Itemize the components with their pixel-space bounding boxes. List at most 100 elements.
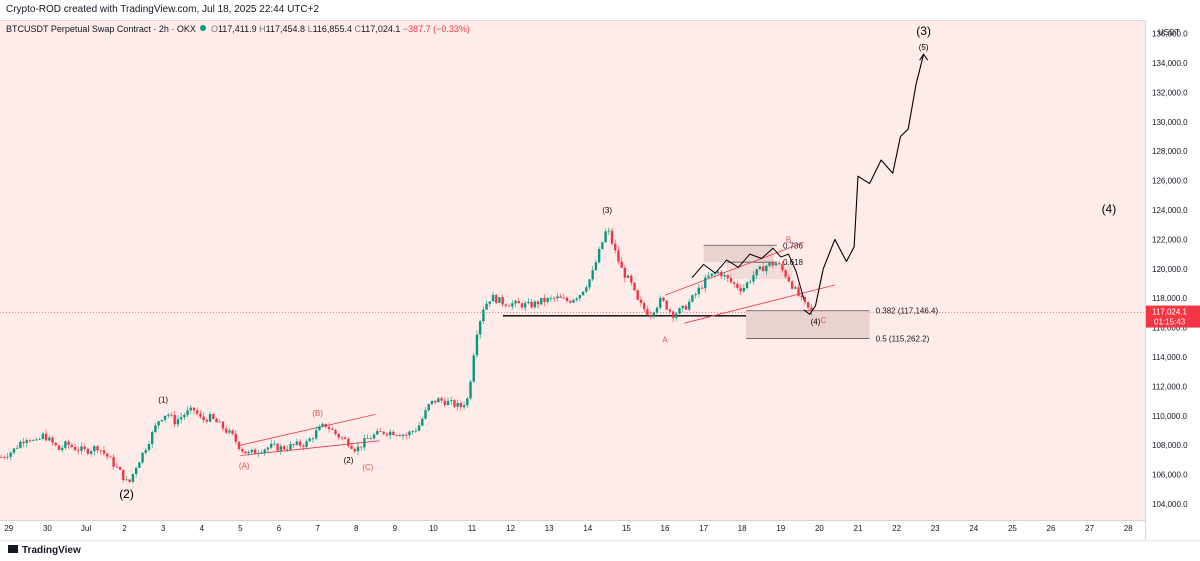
- candle-body: [388, 431, 392, 436]
- candle-body: [392, 431, 395, 435]
- candle-body: [765, 265, 768, 272]
- candle-body: [224, 428, 228, 433]
- chart-pane[interactable]: [0, 20, 1145, 541]
- candle-body: [469, 381, 472, 399]
- time-tick-label: 27: [1085, 524, 1094, 533]
- candle-body: [523, 303, 527, 308]
- time-tick-label: 22: [892, 524, 901, 533]
- candle-body: [736, 283, 739, 288]
- candle-body: [179, 417, 183, 420]
- time-axis[interactable]: [0, 520, 1145, 541]
- candle-body: [520, 303, 524, 308]
- wave-label: C: [820, 316, 826, 325]
- candle-body: [28, 440, 32, 441]
- candle-body: [630, 275, 633, 283]
- candle-body: [559, 296, 562, 298]
- candle-body: [273, 443, 276, 445]
- candle-body: [350, 445, 353, 449]
- price-tick-label: 124,000.0: [1152, 206, 1188, 215]
- brand-label: TradingView: [22, 545, 81, 556]
- fib-level-label: 0.618: [783, 258, 804, 267]
- candle-body: [96, 446, 99, 451]
- candle-body: [401, 434, 405, 437]
- price-axis[interactable]: [1145, 20, 1200, 540]
- candle-body: [768, 262, 771, 266]
- candle-body: [289, 444, 292, 450]
- candle-body: [369, 438, 373, 440]
- wave-label: (A): [239, 462, 250, 471]
- candle-body: [671, 311, 675, 318]
- candle-body: [543, 297, 546, 302]
- low-value: 116,855.4: [312, 24, 352, 34]
- price-tick-label: 112,000.0: [1152, 382, 1188, 391]
- grid: [0, 312, 1145, 317]
- candle-body: [591, 270, 594, 280]
- projection-path: [691, 53, 929, 315]
- tradingview-logo-icon: [8, 545, 18, 553]
- candle-body: [250, 449, 254, 453]
- consolidation-path: [691, 247, 805, 300]
- candle-body: [340, 437, 344, 439]
- candle-body: [440, 398, 443, 401]
- symbol-title[interactable]: BTCUSDT Perpetual Swap Contract · 2h · O…: [6, 24, 196, 34]
- candle-body: [511, 303, 514, 307]
- candle-body: [700, 287, 704, 289]
- time-tick-label: 15: [622, 524, 631, 533]
- channel-line: [664, 241, 805, 296]
- candle-body: [167, 414, 170, 416]
- time-tick-label: 28: [1124, 524, 1133, 533]
- projection-line: [803, 54, 925, 315]
- time-tick-label: 2: [122, 524, 127, 533]
- candle-body: [433, 400, 437, 403]
- candle-body: [376, 430, 379, 435]
- high-value: 117,454.8: [265, 24, 306, 34]
- candle-body: [443, 400, 447, 406]
- candle-body: [196, 410, 199, 414]
- price-tick-label: 114,000.0: [1152, 353, 1188, 362]
- candle-body: [601, 242, 604, 249]
- candle-body: [318, 426, 321, 431]
- time-tick-label: 7: [315, 524, 320, 533]
- candle-body: [276, 443, 279, 451]
- candle-body: [787, 277, 791, 282]
- candle-body: [186, 410, 189, 416]
- time-tick-label: 12: [506, 524, 515, 533]
- candle-body: [668, 309, 672, 312]
- close-value: 117,024.1: [360, 24, 401, 34]
- channels: [240, 241, 835, 456]
- candle-body: [655, 307, 659, 313]
- candle-body: [3, 457, 6, 458]
- candle-body: [215, 418, 218, 423]
- candle-body: [32, 440, 35, 441]
- wave-label: A: [662, 335, 668, 344]
- candle-body: [157, 421, 160, 426]
- wave-label: (3): [916, 24, 931, 38]
- candle-body: [761, 266, 765, 272]
- candle-body: [498, 297, 501, 303]
- time-tick-label: Jul: [81, 524, 91, 533]
- candle-body: [234, 433, 238, 442]
- candle-body: [247, 452, 250, 454]
- candle-body: [472, 355, 475, 382]
- candle-body: [321, 423, 324, 427]
- candle-body: [478, 321, 482, 335]
- candle-body: [0, 456, 3, 458]
- candle-body: [475, 334, 479, 356]
- candle-body: [6, 456, 9, 458]
- candle-body: [649, 315, 652, 316]
- candle-body: [183, 415, 186, 418]
- candle-body: [241, 449, 244, 452]
- candle-body: [295, 441, 299, 445]
- candle-body: [360, 446, 363, 448]
- candle-body: [353, 448, 356, 452]
- candle-body: [504, 304, 508, 306]
- candle-body: [774, 263, 778, 266]
- tradingview-brand[interactable]: TradingView: [8, 545, 81, 556]
- candle-body: [231, 430, 234, 434]
- candle-body: [806, 302, 810, 308]
- candle-body: [687, 301, 691, 310]
- candle-body: [48, 437, 51, 441]
- price-badge[interactable]: 117,024.1 01:15:43: [1146, 305, 1200, 328]
- channel-line: [684, 284, 835, 324]
- time-tick-label: 17: [699, 524, 708, 533]
